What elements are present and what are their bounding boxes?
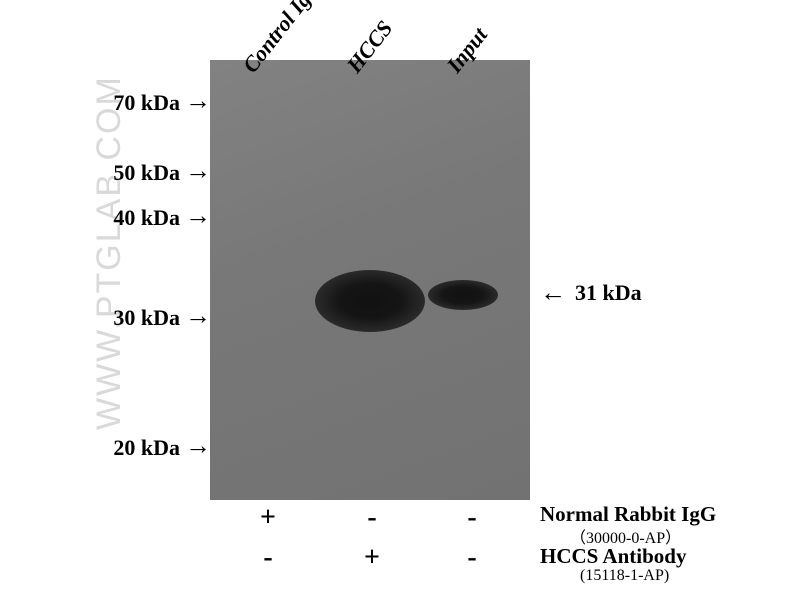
- figure-container: WWW.PTGLAB.COM Control IgG HCCS Input 70…: [0, 0, 800, 600]
- target-mw-label: 31 kDa: [575, 280, 642, 306]
- pm-cell: +: [352, 542, 392, 574]
- pm-cell: -: [352, 502, 392, 534]
- ab-catalog-hccs-antibody: (15118-1-AP): [580, 567, 669, 585]
- mw-label-30: 30 kDa: [60, 305, 180, 331]
- arrow-icon: →: [185, 303, 211, 329]
- band-hccs-lane: [315, 270, 425, 332]
- arrow-icon: ←: [540, 280, 566, 306]
- ab-label-hccs-antibody: HCCS Antibody: [540, 544, 686, 569]
- band-input-lane: [428, 280, 498, 310]
- arrow-icon: →: [185, 158, 211, 184]
- arrow-icon: →: [185, 203, 211, 229]
- pm-cell: -: [248, 542, 288, 574]
- arrow-icon: →: [185, 88, 211, 114]
- mw-label-70: 70 kDa: [60, 90, 180, 116]
- watermark-text: WWW.PTGLAB.COM: [90, 75, 129, 430]
- arrow-icon: →: [185, 433, 211, 459]
- mw-label-50: 50 kDa: [60, 160, 180, 186]
- mw-label-40: 40 kDa: [60, 205, 180, 231]
- pm-cell: -: [452, 542, 492, 574]
- pm-cell: -: [452, 502, 492, 534]
- mw-label-20: 20 kDa: [60, 435, 180, 461]
- pm-cell: +: [248, 502, 288, 534]
